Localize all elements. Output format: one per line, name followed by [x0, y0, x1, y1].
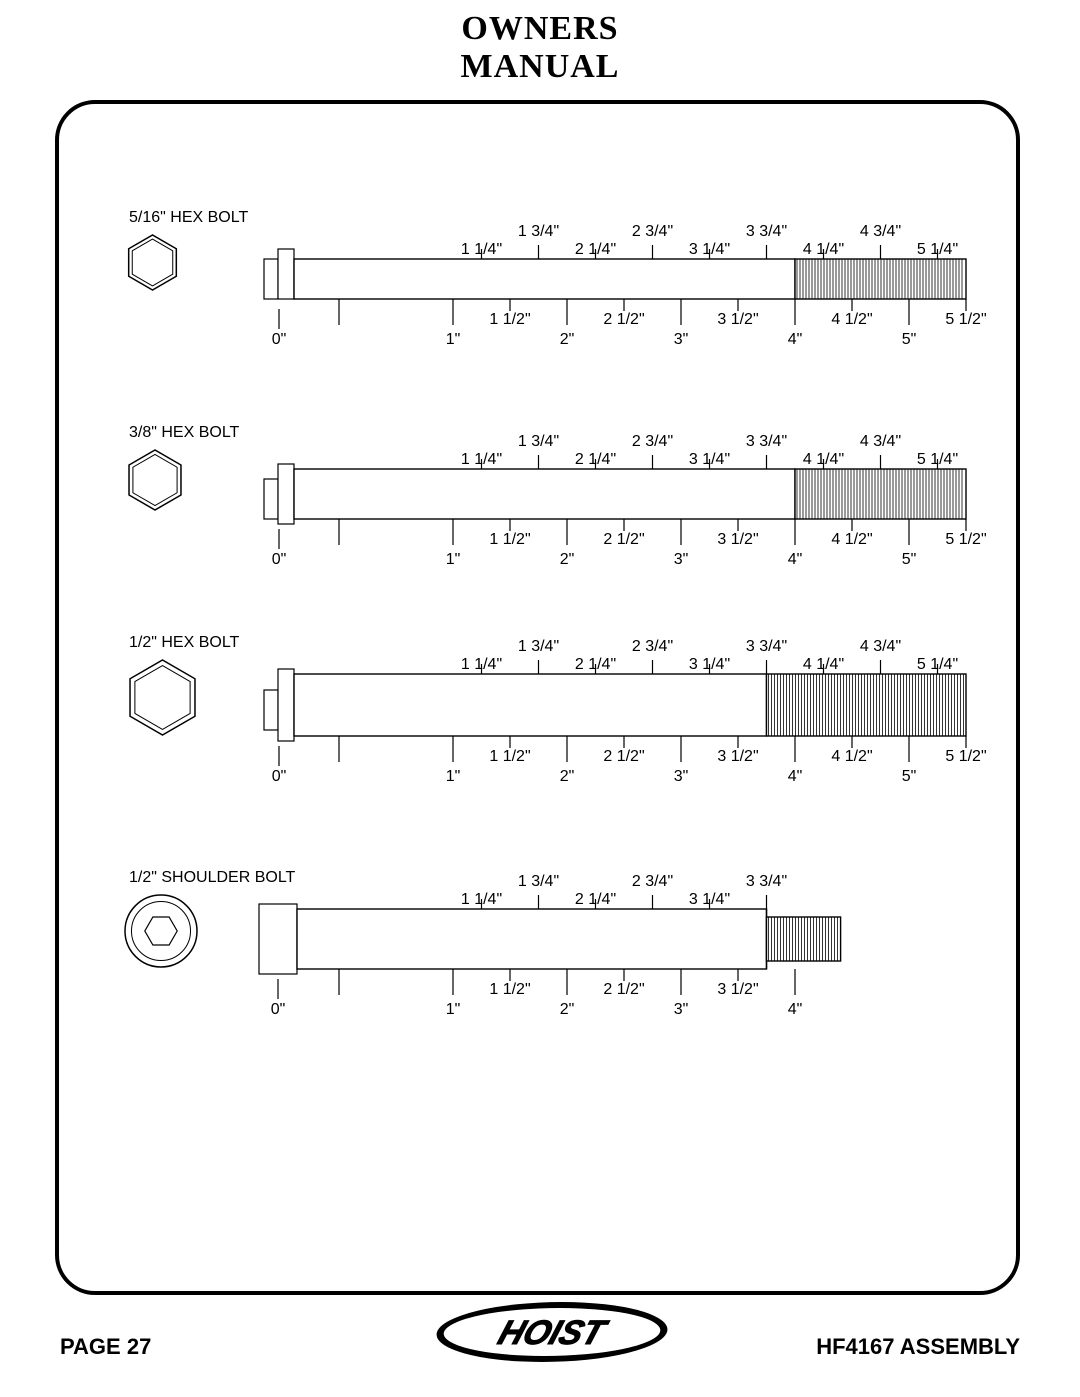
- ruler-tick-label: 3 1/4": [689, 241, 730, 259]
- ruler-tick-label: 5 1/2": [945, 531, 986, 549]
- ruler-tick-label: 1 1/2": [489, 311, 530, 329]
- ruler-tick-label: 1 1/4": [461, 241, 502, 259]
- ruler-tick-label: 3 3/4": [746, 638, 787, 656]
- ruler-tick-label: 4 1/4": [803, 656, 844, 674]
- ruler-tick-label: 3 1/2": [717, 748, 758, 766]
- ruler-tick-label: 1 3/4": [518, 638, 559, 656]
- ruler-tick-label: 2 3/4": [632, 223, 673, 241]
- page-title: OWNERS MANUAL: [0, 10, 1080, 86]
- ruler-tick-label: 1 1/2": [489, 748, 530, 766]
- ruler-tick-label: 4": [788, 331, 803, 349]
- ruler-tick-label: 2": [560, 768, 575, 786]
- content-frame: 5/16" HEX BOLT 1 3/4"2 3/4"3 3/4"4 3/4"1…: [55, 100, 1020, 1295]
- ruler-tick-label: 3 1/4": [689, 891, 730, 909]
- ruler-tick-label: 3": [674, 768, 689, 786]
- brand-logo: HOIST: [410, 1292, 670, 1372]
- page: OWNERS MANUAL 5/16" HEX BOLT 1 3/4"2 3/4…: [0, 0, 1080, 1397]
- ruler-tick-label: 1 3/4": [518, 433, 559, 451]
- ruler-tick-label: 3 1/2": [717, 311, 758, 329]
- ruler-tick-label: 4": [788, 1001, 803, 1019]
- ruler-tick-label: 1 1/2": [489, 981, 530, 999]
- ruler-tick-label: 5 1/4": [917, 656, 958, 674]
- ruler-tick-label: 1 3/4": [518, 873, 559, 891]
- title-line-2: MANUAL: [0, 48, 1080, 86]
- assembly-id: HF4167 ASSEMBLY: [816, 1334, 1020, 1360]
- ruler-tick-label: 5": [902, 768, 917, 786]
- bolt-diagram: 5/16" HEX BOLT 1 3/4"2 3/4"3 3/4"4 3/4"1…: [89, 199, 986, 399]
- page-number: PAGE 27: [60, 1334, 151, 1360]
- title-line-1: OWNERS: [0, 10, 1080, 48]
- ruler-tick-label: 5 1/4": [917, 451, 958, 469]
- ruler-tick-label: 4 3/4": [860, 638, 901, 656]
- ruler-tick-label: 0": [271, 1001, 286, 1019]
- bolt-diagram: 1/2" SHOULDER BOLT 1 3/4"2 3/4"3 3/4"1 1…: [89, 859, 986, 1059]
- ruler-tick-label: 2 3/4": [632, 433, 673, 451]
- ruler-tick-label: 4 1/4": [803, 241, 844, 259]
- ruler-tick-label: 2 1/4": [575, 241, 616, 259]
- ruler-tick-label: 3": [674, 1001, 689, 1019]
- ruler-tick-label: 1": [446, 331, 461, 349]
- ruler-tick-label: 3 1/4": [689, 451, 730, 469]
- ruler-tick-label: 2 1/2": [603, 311, 644, 329]
- ruler-tick-label: 2 3/4": [632, 638, 673, 656]
- ruler-tick-label: 2": [560, 1001, 575, 1019]
- ruler-tick-label: 1 1/4": [461, 891, 502, 909]
- ruler-tick-label: 0": [272, 331, 287, 349]
- ruler-tick-label: 4": [788, 768, 803, 786]
- ruler-tick-label: 3 3/4": [746, 223, 787, 241]
- ruler-tick-label: 1 1/2": [489, 531, 530, 549]
- ruler-tick-label: 2 1/2": [603, 981, 644, 999]
- ruler-tick-label: 1 1/4": [461, 656, 502, 674]
- ruler-tick-label: 3 3/4": [746, 873, 787, 891]
- ruler-tick-label: 0": [272, 768, 287, 786]
- ruler-tick-label: 2 3/4": [632, 873, 673, 891]
- ruler-tick-label: 1": [446, 768, 461, 786]
- ruler-tick-label: 0": [272, 551, 287, 569]
- ruler-tick-label: 3 1/4": [689, 656, 730, 674]
- ruler-tick-label: 4": [788, 551, 803, 569]
- bolt-diagram: 1/2" HEX BOLT 1 3/4"2 3/4"3 3/4"4 3/4"1 …: [89, 624, 986, 824]
- ruler-tick-label: 2 1/4": [575, 656, 616, 674]
- ruler-tick-label: 5 1/2": [945, 311, 986, 329]
- ruler-tick-label: 2": [560, 331, 575, 349]
- ruler-tick-label: 2 1/4": [575, 891, 616, 909]
- ruler-tick-label: 2 1/4": [575, 451, 616, 469]
- ruler-tick-label: 3": [674, 331, 689, 349]
- ruler-tick-label: 5 1/2": [945, 748, 986, 766]
- ruler-tick-label: 4 1/4": [803, 451, 844, 469]
- ruler-tick-label: 1": [446, 1001, 461, 1019]
- ruler-tick-label: 3 1/2": [717, 981, 758, 999]
- ruler-tick-label: 5": [902, 331, 917, 349]
- page-footer: PAGE 27 HOIST HF4167 ASSEMBLY: [60, 1317, 1020, 1377]
- ruler-tick-label: 2 1/2": [603, 531, 644, 549]
- ruler-tick-label: 3": [674, 551, 689, 569]
- svg-text:HOIST: HOIST: [494, 1314, 613, 1352]
- ruler-tick-label: 1": [446, 551, 461, 569]
- ruler-tick-label: 4 3/4": [860, 223, 901, 241]
- ruler-tick-label: 2": [560, 551, 575, 569]
- ruler-tick-label: 4 1/2": [831, 748, 872, 766]
- bolt-diagram: 3/8" HEX BOLT 1 3/4"2 3/4"3 3/4"4 3/4"1 …: [89, 414, 986, 614]
- ruler-tick-label: 4 1/2": [831, 311, 872, 329]
- ruler-tick-label: 4 3/4": [860, 433, 901, 451]
- ruler-tick-label: 1 1/4": [461, 451, 502, 469]
- ruler-tick-label: 1 3/4": [518, 223, 559, 241]
- ruler-tick-label: 3 1/2": [717, 531, 758, 549]
- ruler-tick-label: 5": [902, 551, 917, 569]
- ruler-tick-label: 2 1/2": [603, 748, 644, 766]
- ruler-tick-label: 3 3/4": [746, 433, 787, 451]
- ruler-tick-label: 5 1/4": [917, 241, 958, 259]
- ruler-tick-label: 4 1/2": [831, 531, 872, 549]
